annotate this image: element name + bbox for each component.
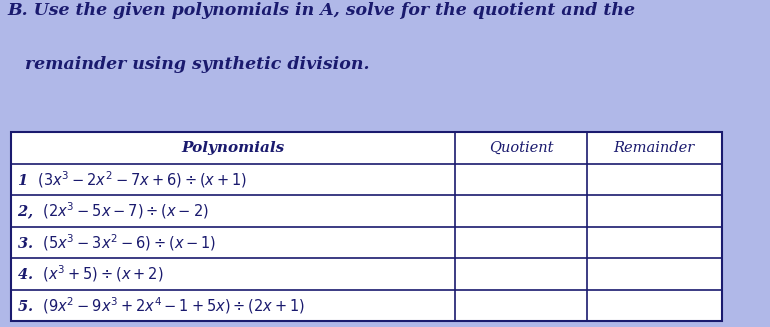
Text: remainder using synthetic division.: remainder using synthetic division. xyxy=(8,56,370,73)
Text: Remainder: Remainder xyxy=(614,141,695,155)
Text: 2,  $(2x^3 - 5x - 7) \div (x - 2)$: 2, $(2x^3 - 5x - 7) \div (x - 2)$ xyxy=(17,200,209,222)
FancyBboxPatch shape xyxy=(11,132,721,321)
Text: B. Use the given polynomials in A, solve for the quotient and the: B. Use the given polynomials in A, solve… xyxy=(8,2,635,19)
Text: Quotient: Quotient xyxy=(489,141,553,155)
Text: 3.  $(5x^3 - 3x^2 - 6) \div (x - 1)$: 3. $(5x^3 - 3x^2 - 6) \div (x - 1)$ xyxy=(17,232,216,253)
Text: Polynomials: Polynomials xyxy=(182,141,285,155)
Text: 4.  $(x^3 + 5) \div (x + 2)$: 4. $(x^3 + 5) \div (x + 2)$ xyxy=(17,264,163,284)
Text: 1  $(3x^3 - 2x^2 - 7x + 6) \div (x + 1)$: 1 $(3x^3 - 2x^2 - 7x + 6) \div (x + 1)$ xyxy=(17,169,247,190)
Text: 5.  $(9x^2 - 9x^3 + 2x^4 - 1 + 5x) \div (2x + 1)$: 5. $(9x^2 - 9x^3 + 2x^4 - 1 + 5x) \div (… xyxy=(17,295,305,316)
